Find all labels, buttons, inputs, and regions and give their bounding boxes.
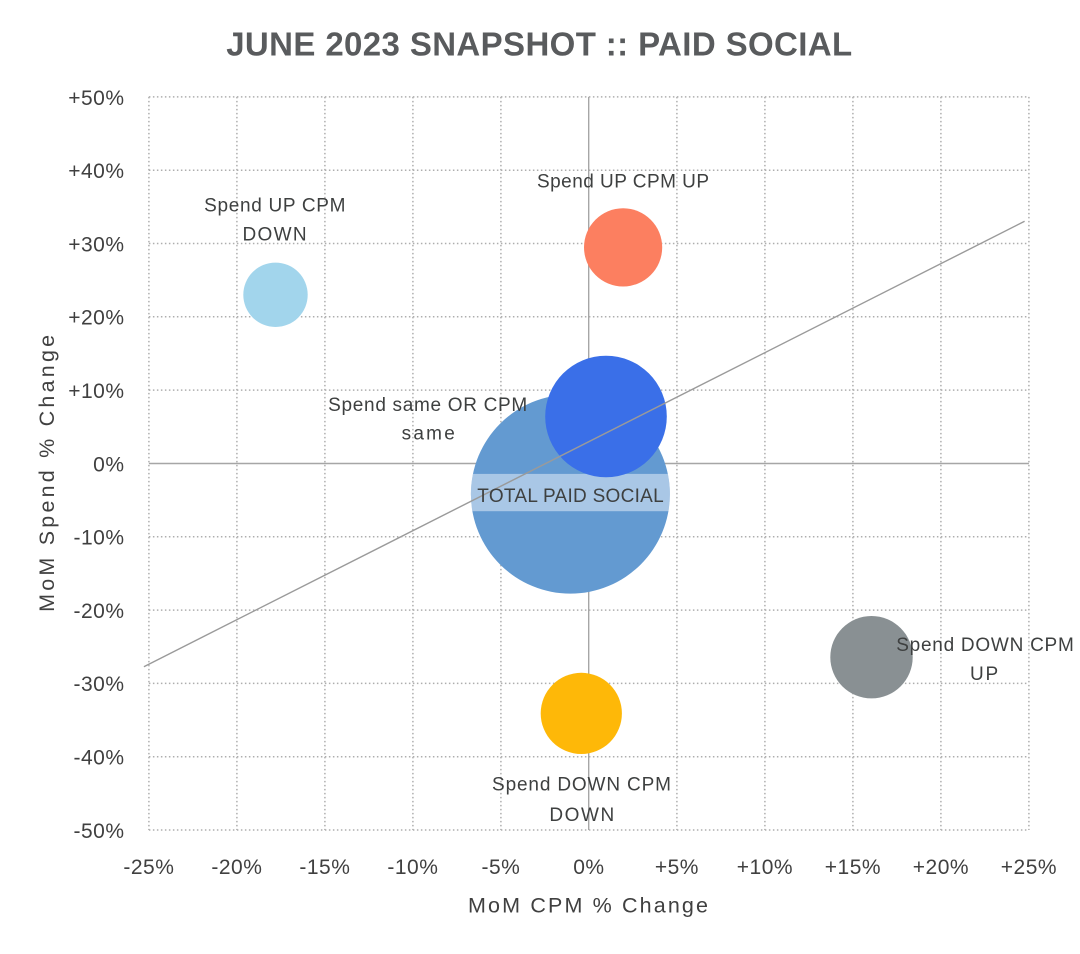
svg-text:+40%: +40% (68, 160, 124, 183)
svg-text:+50%: +50% (68, 87, 124, 110)
svg-text:+20%: +20% (913, 856, 969, 879)
svg-text:-10%: -10% (387, 856, 438, 879)
svg-text:same: same (402, 424, 455, 445)
svg-text:DOWN: DOWN (242, 224, 306, 245)
svg-text:MoM CPM % Change: MoM CPM % Change (468, 894, 708, 918)
svg-text:MoM Spend % Change: MoM Spend % Change (35, 335, 59, 612)
svg-text:Spend DOWN CPM: Spend DOWN CPM (492, 774, 671, 795)
svg-text:-10%: -10% (73, 527, 124, 550)
svg-text:+15%: +15% (825, 856, 881, 879)
svg-text:DOWN: DOWN (549, 805, 614, 826)
svg-text:+10%: +10% (737, 856, 793, 879)
svg-text:0%: 0% (93, 453, 124, 476)
svg-text:-5%: -5% (481, 856, 520, 879)
svg-text:+30%: +30% (68, 233, 124, 256)
svg-text:+10%: +10% (68, 380, 124, 403)
svg-text:Spend DOWN CPM: Spend DOWN CPM (896, 635, 1074, 656)
svg-text:-20%: -20% (211, 856, 262, 879)
svg-text:Spend UP CPM UP: Spend UP CPM UP (537, 172, 709, 193)
svg-text:Spend UP CPM: Spend UP CPM (204, 195, 345, 216)
svg-text:Spend same OR CPM: Spend same OR CPM (328, 395, 527, 416)
svg-text:TOTAL PAID SOCIAL: TOTAL PAID SOCIAL (477, 486, 663, 507)
svg-text:-40%: -40% (73, 747, 124, 770)
svg-text:0%: 0% (573, 856, 604, 879)
svg-text:-30%: -30% (73, 673, 124, 696)
svg-text:-15%: -15% (299, 856, 350, 879)
svg-text:-25%: -25% (123, 856, 174, 879)
svg-text:-20%: -20% (73, 600, 124, 623)
svg-text:+25%: +25% (1001, 856, 1057, 879)
svg-text:JUNE 2023 SNAPSHOT :: PAID SOC: JUNE 2023 SNAPSHOT :: PAID SOCIAL (226, 26, 852, 63)
svg-text:+5%: +5% (655, 856, 699, 879)
svg-text:-50%: -50% (73, 820, 124, 843)
svg-text:+20%: +20% (68, 307, 124, 330)
